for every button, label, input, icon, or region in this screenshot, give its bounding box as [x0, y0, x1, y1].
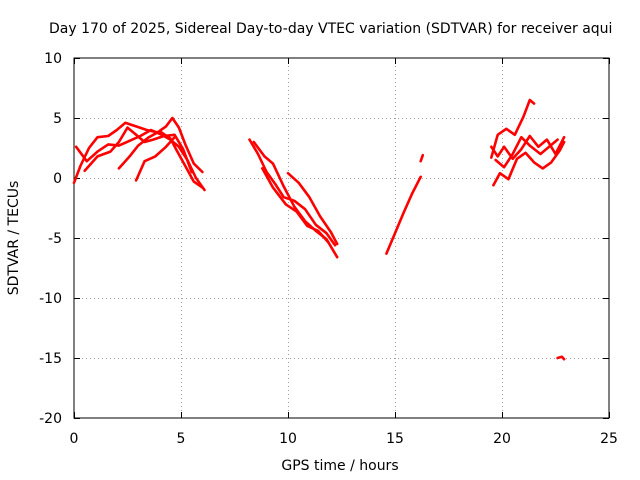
y-tick-label: 10	[44, 51, 62, 67]
y-tick-label: -10	[39, 291, 62, 307]
x-tick-label: 15	[386, 431, 404, 447]
x-tick-label: 25	[600, 431, 618, 447]
x-tick-label: 5	[177, 431, 186, 447]
data-series	[72, 98, 566, 361]
series-arc-4	[117, 129, 204, 189]
series-arc-8	[261, 167, 330, 245]
y-tick-label: -15	[39, 351, 62, 367]
series-arc-11	[419, 153, 425, 163]
x-tick-label: 0	[70, 431, 79, 447]
y-tick-label: -5	[48, 231, 62, 247]
series-arc-12	[490, 98, 536, 159]
x-tick-label: 20	[493, 431, 511, 447]
series-arc-14	[492, 140, 566, 187]
x-axis-label: GPS time / hours	[281, 458, 398, 474]
series-arc-9	[286, 171, 339, 246]
grid-lines	[74, 58, 609, 418]
y-tick-label: 0	[53, 171, 62, 187]
series-arc-15	[494, 135, 559, 169]
series-arc-1	[72, 116, 204, 185]
x-tick-label: 10	[279, 431, 297, 447]
y-axis-tick-labels: 10 5 0 -5 -10 -15 -20	[39, 51, 62, 427]
x-axis-tick-labels: 0 5 10 15 20 25	[70, 431, 618, 447]
y-axis-label: SDTVAR / TECUs	[6, 181, 22, 296]
plot-frame	[73, 57, 610, 419]
y-tick-label: -20	[39, 411, 62, 427]
series-arc-16	[556, 355, 566, 361]
series-arc-3	[83, 126, 193, 174]
series-arc-10	[385, 175, 422, 255]
series-arc-5	[134, 135, 176, 182]
y-tick-label: 5	[53, 111, 62, 127]
chart-title: Day 170 of 2025, Sidereal Day-to-day VTE…	[49, 21, 612, 37]
